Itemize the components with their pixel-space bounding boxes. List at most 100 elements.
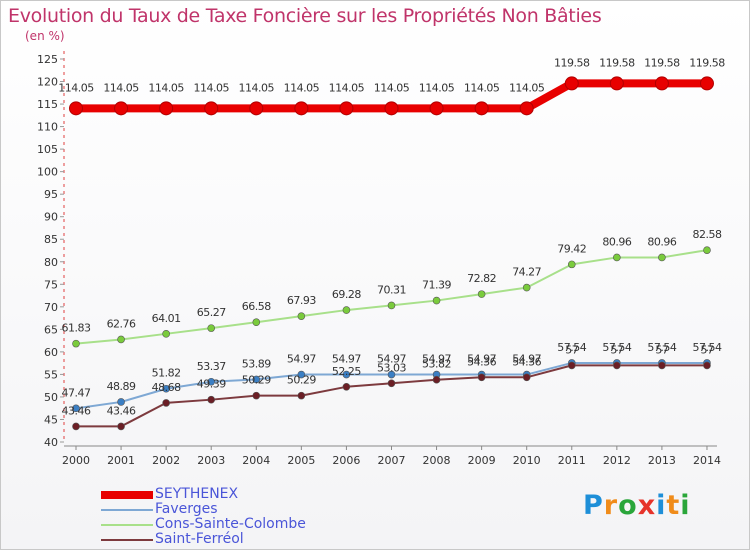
y-tick-label: 90	[44, 211, 58, 224]
x-tick-label: 2011	[558, 454, 586, 467]
data-label-faverges: 57.54	[557, 341, 586, 354]
data-label-saint-ferreol: 43.46	[62, 404, 91, 417]
x-tick-label: 2005	[287, 454, 315, 467]
data-label-cons-sainte-colombe: 65.27	[197, 306, 226, 319]
data-label-saint-ferreol: 57	[610, 343, 623, 356]
data-label-cons-sainte-colombe: 62.76	[107, 317, 136, 330]
data-point-saint-ferreol	[613, 361, 621, 370]
data-point-seythenex	[474, 101, 489, 116]
data-point-faverges	[207, 377, 216, 386]
logo-letter: r	[603, 490, 619, 521]
data-point-faverges	[297, 370, 306, 379]
logo-letter: i	[680, 490, 691, 521]
data-point-seythenex	[609, 76, 624, 91]
data-label-faverges: 54.97	[287, 353, 316, 366]
x-tick-label: 2014	[693, 454, 721, 467]
data-point-saint-ferreol	[658, 361, 666, 370]
data-label-cons-sainte-colombe: 80.96	[647, 235, 676, 248]
data-label-faverges: 57.54	[647, 341, 676, 354]
data-label-saint-ferreol: 49.39	[197, 378, 226, 391]
x-tick-label: 2000	[62, 454, 90, 467]
data-label-faverges: 48.89	[107, 380, 136, 393]
data-point-cons-sainte-colombe	[117, 335, 125, 344]
data-label-seythenex: 119.58	[599, 56, 635, 69]
data-point-saint-ferreol	[387, 379, 396, 388]
data-label-seythenex: 114.05	[239, 81, 275, 94]
y-tick-label: 40	[44, 436, 58, 449]
data-label-saint-ferreol: 54.36	[512, 355, 541, 368]
x-tick-label: 2002	[152, 454, 180, 467]
data-point-seythenex	[564, 76, 579, 91]
x-tick-label: 2009	[468, 454, 496, 467]
logo-letter: P	[583, 490, 604, 521]
data-point-cons-sainte-colombe	[432, 296, 441, 305]
data-label-seythenex: 114.05	[103, 81, 139, 94]
data-point-cons-sainte-colombe	[613, 253, 621, 262]
data-label-faverges: 54.97	[422, 353, 451, 366]
data-point-faverges	[72, 404, 80, 413]
data-label-saint-ferreol: 50.29	[287, 374, 316, 387]
chart-title: Evolution du Taux de Taxe Foncière sur l…	[8, 5, 602, 27]
y-tick-label: 95	[44, 188, 58, 201]
logo-letter: x	[637, 490, 657, 521]
data-point-saint-ferreol	[432, 375, 441, 384]
data-point-seythenex	[429, 101, 444, 116]
x-tick-label: 2006	[332, 454, 360, 467]
data-label-faverges: 57.54	[692, 341, 721, 354]
legend-swatch-seythenex	[101, 491, 153, 499]
data-point-saint-ferreol	[297, 391, 306, 400]
data-point-seythenex	[519, 101, 534, 116]
data-point-seythenex	[339, 101, 354, 116]
data-point-seythenex	[249, 101, 264, 116]
data-label-cons-sainte-colombe: 80.96	[602, 235, 631, 248]
data-label-cons-sainte-colombe: 79.42	[557, 242, 586, 255]
y-tick-label: 100	[37, 166, 58, 179]
data-label-saint-ferreol: 57	[655, 343, 668, 356]
data-label-cons-sainte-colombe: 82.58	[692, 228, 721, 241]
data-label-seythenex: 114.05	[509, 81, 545, 94]
data-point-seythenex	[204, 101, 219, 116]
legend-label-seythenex: SEYTHENEX	[155, 486, 239, 502]
data-point-cons-sainte-colombe	[703, 246, 711, 254]
data-point-saint-ferreol	[72, 422, 80, 431]
data-point-seythenex	[654, 76, 669, 91]
data-point-saint-ferreol	[703, 361, 711, 370]
data-label-faverges: 53.89	[242, 357, 271, 370]
data-point-cons-sainte-colombe	[387, 301, 396, 310]
legend-swatch-cons-sainte-colombe	[101, 524, 153, 526]
proxiti-logo: Proxiti	[583, 490, 691, 521]
data-label-seythenex: 114.05	[284, 81, 320, 94]
data-label-saint-ferreol: 52.25	[332, 365, 361, 378]
x-tick-label: 2001	[107, 454, 135, 467]
data-point-seythenex	[114, 101, 129, 116]
legend-label-cons-sainte-colombe: Cons-Sainte-Colombe	[155, 516, 306, 532]
x-tick-label: 2007	[377, 454, 405, 467]
data-point-seythenex	[384, 101, 399, 116]
data-label-saint-ferreol: 43.46	[107, 404, 136, 417]
y-tick-label: 65	[44, 323, 58, 336]
data-label-seythenex: 114.05	[329, 81, 365, 94]
y-tick-label: 60	[44, 346, 58, 359]
legend-swatch-faverges	[101, 509, 153, 511]
data-label-saint-ferreol: 48.68	[152, 381, 181, 394]
data-label-cons-sainte-colombe: 67.93	[287, 294, 316, 307]
data-label-faverges: 47.47	[62, 386, 91, 399]
data-label-cons-sainte-colombe: 71.39	[422, 279, 451, 292]
data-label-saint-ferreol: 57	[565, 343, 578, 356]
data-point-faverges	[387, 370, 396, 379]
data-label-seythenex: 114.05	[374, 81, 410, 94]
x-tick-label: 2003	[197, 454, 225, 467]
data-point-saint-ferreol	[117, 422, 125, 431]
x-tick-label: 2010	[513, 454, 541, 467]
y-tick-label: 125	[37, 53, 58, 66]
data-label-faverges: 54.97	[467, 353, 496, 366]
data-point-seythenex	[699, 76, 714, 91]
x-tick-label: 2004	[242, 454, 270, 467]
data-point-cons-sainte-colombe	[567, 260, 576, 269]
y-tick-label: 105	[37, 143, 58, 156]
data-point-cons-sainte-colombe	[658, 253, 666, 262]
data-point-saint-ferreol	[207, 395, 216, 404]
data-point-saint-ferreol	[342, 383, 351, 391]
